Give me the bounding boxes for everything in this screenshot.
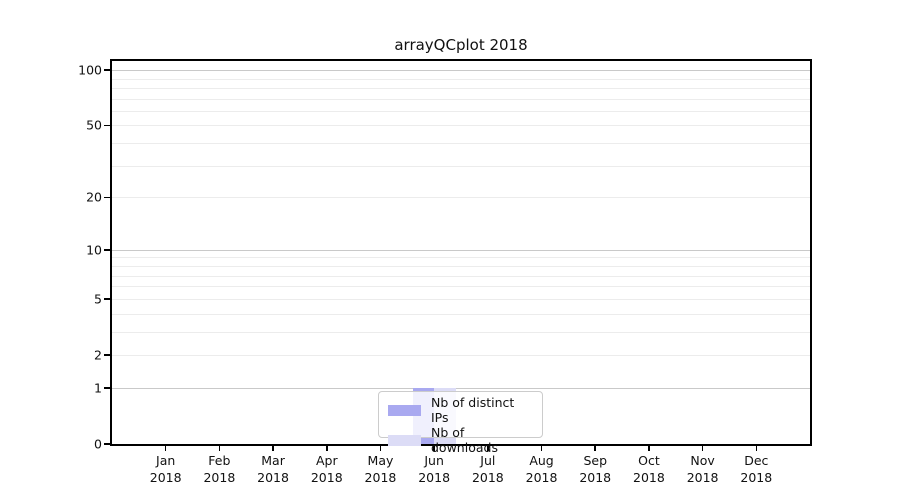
x-tick-label: Jul 2018 <box>471 453 504 485</box>
x-tick-label: Jun 2018 <box>418 453 451 485</box>
y-tick-label: 0 <box>94 436 102 452</box>
chart-title: arrayQCplot 2018 <box>394 36 528 54</box>
y-tick-label: 2 <box>94 347 102 363</box>
x-tick-label: Aug 2018 <box>525 453 558 485</box>
gridline-minor <box>112 197 810 199</box>
legend-swatch-distinct-ips <box>388 404 421 416</box>
x-axis-tick <box>701 446 704 451</box>
legend-swatch-downloads <box>388 434 421 446</box>
x-axis-tick <box>218 446 221 451</box>
y-axis-tick <box>104 196 110 199</box>
x-tick-label: Nov 2018 <box>686 453 719 485</box>
gridline-major <box>112 249 810 251</box>
legend-label-downloads: Nb of downloads <box>431 425 498 455</box>
y-tick-label: 10 <box>86 242 102 258</box>
gridline-minor <box>112 78 810 80</box>
gridline-major <box>112 70 810 72</box>
y-tick-label: 20 <box>86 189 102 205</box>
x-tick-label: Jan 2018 <box>149 453 182 485</box>
gridline-minor <box>112 165 810 167</box>
gridline-minor <box>112 331 810 333</box>
legend-label-distinct-ips: Nb of distinct IPs <box>431 395 515 425</box>
gridline-minor <box>112 275 810 277</box>
x-axis-tick <box>164 446 167 451</box>
gridline-minor <box>112 265 810 267</box>
gridline-minor <box>112 125 810 127</box>
gridline-minor <box>112 298 810 300</box>
y-axis-tick <box>104 248 110 251</box>
x-axis-tick <box>325 446 328 451</box>
x-tick-label: Sep 2018 <box>579 453 612 485</box>
gridline-minor <box>112 354 810 356</box>
x-tick-label: Apr 2018 <box>310 453 343 485</box>
gridline-minor <box>112 313 810 315</box>
gridline-minor <box>112 110 810 112</box>
y-axis-tick <box>104 124 110 127</box>
gridline-major <box>112 387 810 389</box>
x-tick-label: Oct 2018 <box>633 453 665 485</box>
x-tick-label: Dec 2018 <box>740 453 773 485</box>
x-axis-tick <box>755 446 758 451</box>
x-axis-tick <box>648 446 650 451</box>
x-axis-tick <box>272 446 274 451</box>
x-tick-label: Mar 2018 <box>257 453 289 485</box>
y-tick-label: 1 <box>94 380 102 396</box>
plot-area: Nb of distinct IPs Nb of downloads 0 1 2 5 1… <box>78 59 812 485</box>
y-axis-tick <box>104 354 110 356</box>
x-axis-tick <box>540 446 543 451</box>
legend-item-downloads: Nb of downloads <box>388 425 533 455</box>
y-axis-tick <box>104 443 110 445</box>
y-tick-label: 100 <box>78 62 102 78</box>
gridline-minor <box>112 286 810 288</box>
y-tick-label: 50 <box>86 117 102 133</box>
y-axis-tick <box>104 387 110 389</box>
y-axis-tick <box>104 69 110 71</box>
gridline-minor <box>112 87 810 89</box>
y-tick-label: 5 <box>94 291 102 307</box>
x-axis-tick <box>433 446 435 451</box>
x-tick-label: Feb 2018 <box>203 453 236 485</box>
x-tick-label: May 2018 <box>364 453 397 485</box>
gridline-minor <box>112 257 810 259</box>
gridline-minor <box>112 143 810 145</box>
x-axis-tick <box>487 446 489 451</box>
x-axis-tick <box>594 446 597 451</box>
y-axis-tick <box>104 298 110 300</box>
legend: Nb of distinct IPs Nb of downloads <box>378 391 543 455</box>
x-axis-tick <box>379 446 382 451</box>
legend-item-distinct-ips: Nb of distinct IPs <box>388 395 533 425</box>
gridline-minor <box>112 98 810 100</box>
